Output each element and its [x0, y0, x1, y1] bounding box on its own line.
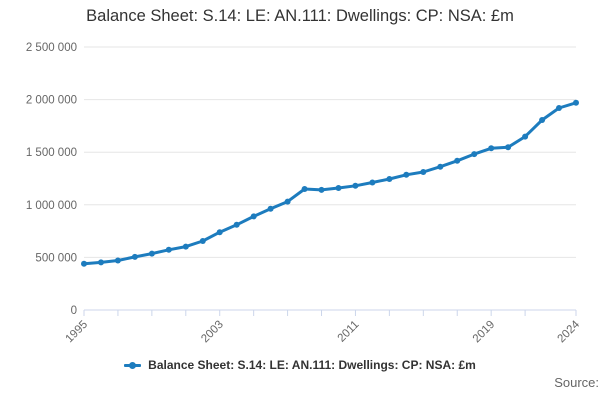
y-axis-tick-label: 500 000	[35, 252, 77, 264]
data-point-marker[interactable]	[148, 250, 155, 257]
plot-area: 0 500 000 1 000 000 1 500 000 2 000 000 2 500…	[26, 42, 583, 346]
data-point-marker[interactable]	[199, 238, 206, 244]
data-point-marker[interactable]	[165, 246, 172, 253]
data-point-marker[interactable]	[335, 185, 342, 191]
x-axis-tick-label: 2019	[471, 319, 498, 346]
y-axis-tick-label: 1 000 000	[26, 200, 77, 212]
data-point-marker[interactable]	[131, 253, 138, 260]
data-point-marker[interactable]	[369, 179, 376, 186]
series-line[interactable]	[82, 101, 578, 266]
y-axis-tick-label: 2 500 000	[26, 42, 77, 54]
data-point-marker[interactable]	[267, 205, 274, 212]
data-point-marker[interactable]	[556, 105, 562, 111]
y-axis-tick-label: 1 500 000	[26, 147, 77, 159]
data-point-marker[interactable]	[386, 176, 393, 182]
data-point-marker[interactable]	[233, 221, 240, 228]
data-point-marker[interactable]	[250, 213, 257, 220]
chart-title: Balance Sheet: S.14: LE: AN.111: Dwellin…	[86, 7, 514, 25]
x-axis-tick-label: 1995	[64, 319, 91, 346]
data-point-marker[interactable]	[420, 169, 427, 175]
data-point-marker[interactable]	[352, 182, 359, 189]
x-axis-tick-label: 2003	[199, 319, 226, 346]
data-point-marker[interactable]	[403, 171, 410, 178]
data-point-marker[interactable]	[216, 229, 223, 236]
data-point-marker[interactable]	[182, 243, 189, 250]
x-axis-tick-label: 2011	[336, 319, 362, 345]
data-point-marker[interactable]	[81, 260, 87, 267]
data-point-marker[interactable]	[522, 133, 529, 140]
data-point-marker[interactable]	[301, 186, 308, 192]
data-point-marker[interactable]	[454, 157, 461, 164]
data-point-marker[interactable]	[505, 144, 512, 151]
legend-label: Balance Sheet: S.14: LE: AN.111: Dwellin…	[148, 358, 476, 372]
x-axis-tick-label: 2024	[556, 318, 583, 345]
legend-line-marker-icon	[124, 361, 142, 370]
data-point-marker[interactable]	[437, 163, 444, 170]
y-axis-tick-label: 2 000 000	[26, 95, 77, 107]
data-point-marker[interactable]	[573, 99, 579, 106]
source-label: Source:	[554, 375, 599, 390]
data-point-marker[interactable]	[539, 117, 546, 123]
legend-item[interactable]: Balance Sheet: S.14: LE: AN.111: Dwellin…	[0, 358, 600, 372]
data-point-marker[interactable]	[471, 151, 478, 158]
data-point-marker[interactable]	[488, 145, 495, 152]
data-point-marker[interactable]	[318, 186, 325, 193]
y-axis-tick-label: 0	[71, 305, 77, 317]
data-point-marker[interactable]	[98, 259, 104, 266]
data-point-marker[interactable]	[284, 198, 291, 205]
data-point-marker[interactable]	[114, 257, 121, 264]
